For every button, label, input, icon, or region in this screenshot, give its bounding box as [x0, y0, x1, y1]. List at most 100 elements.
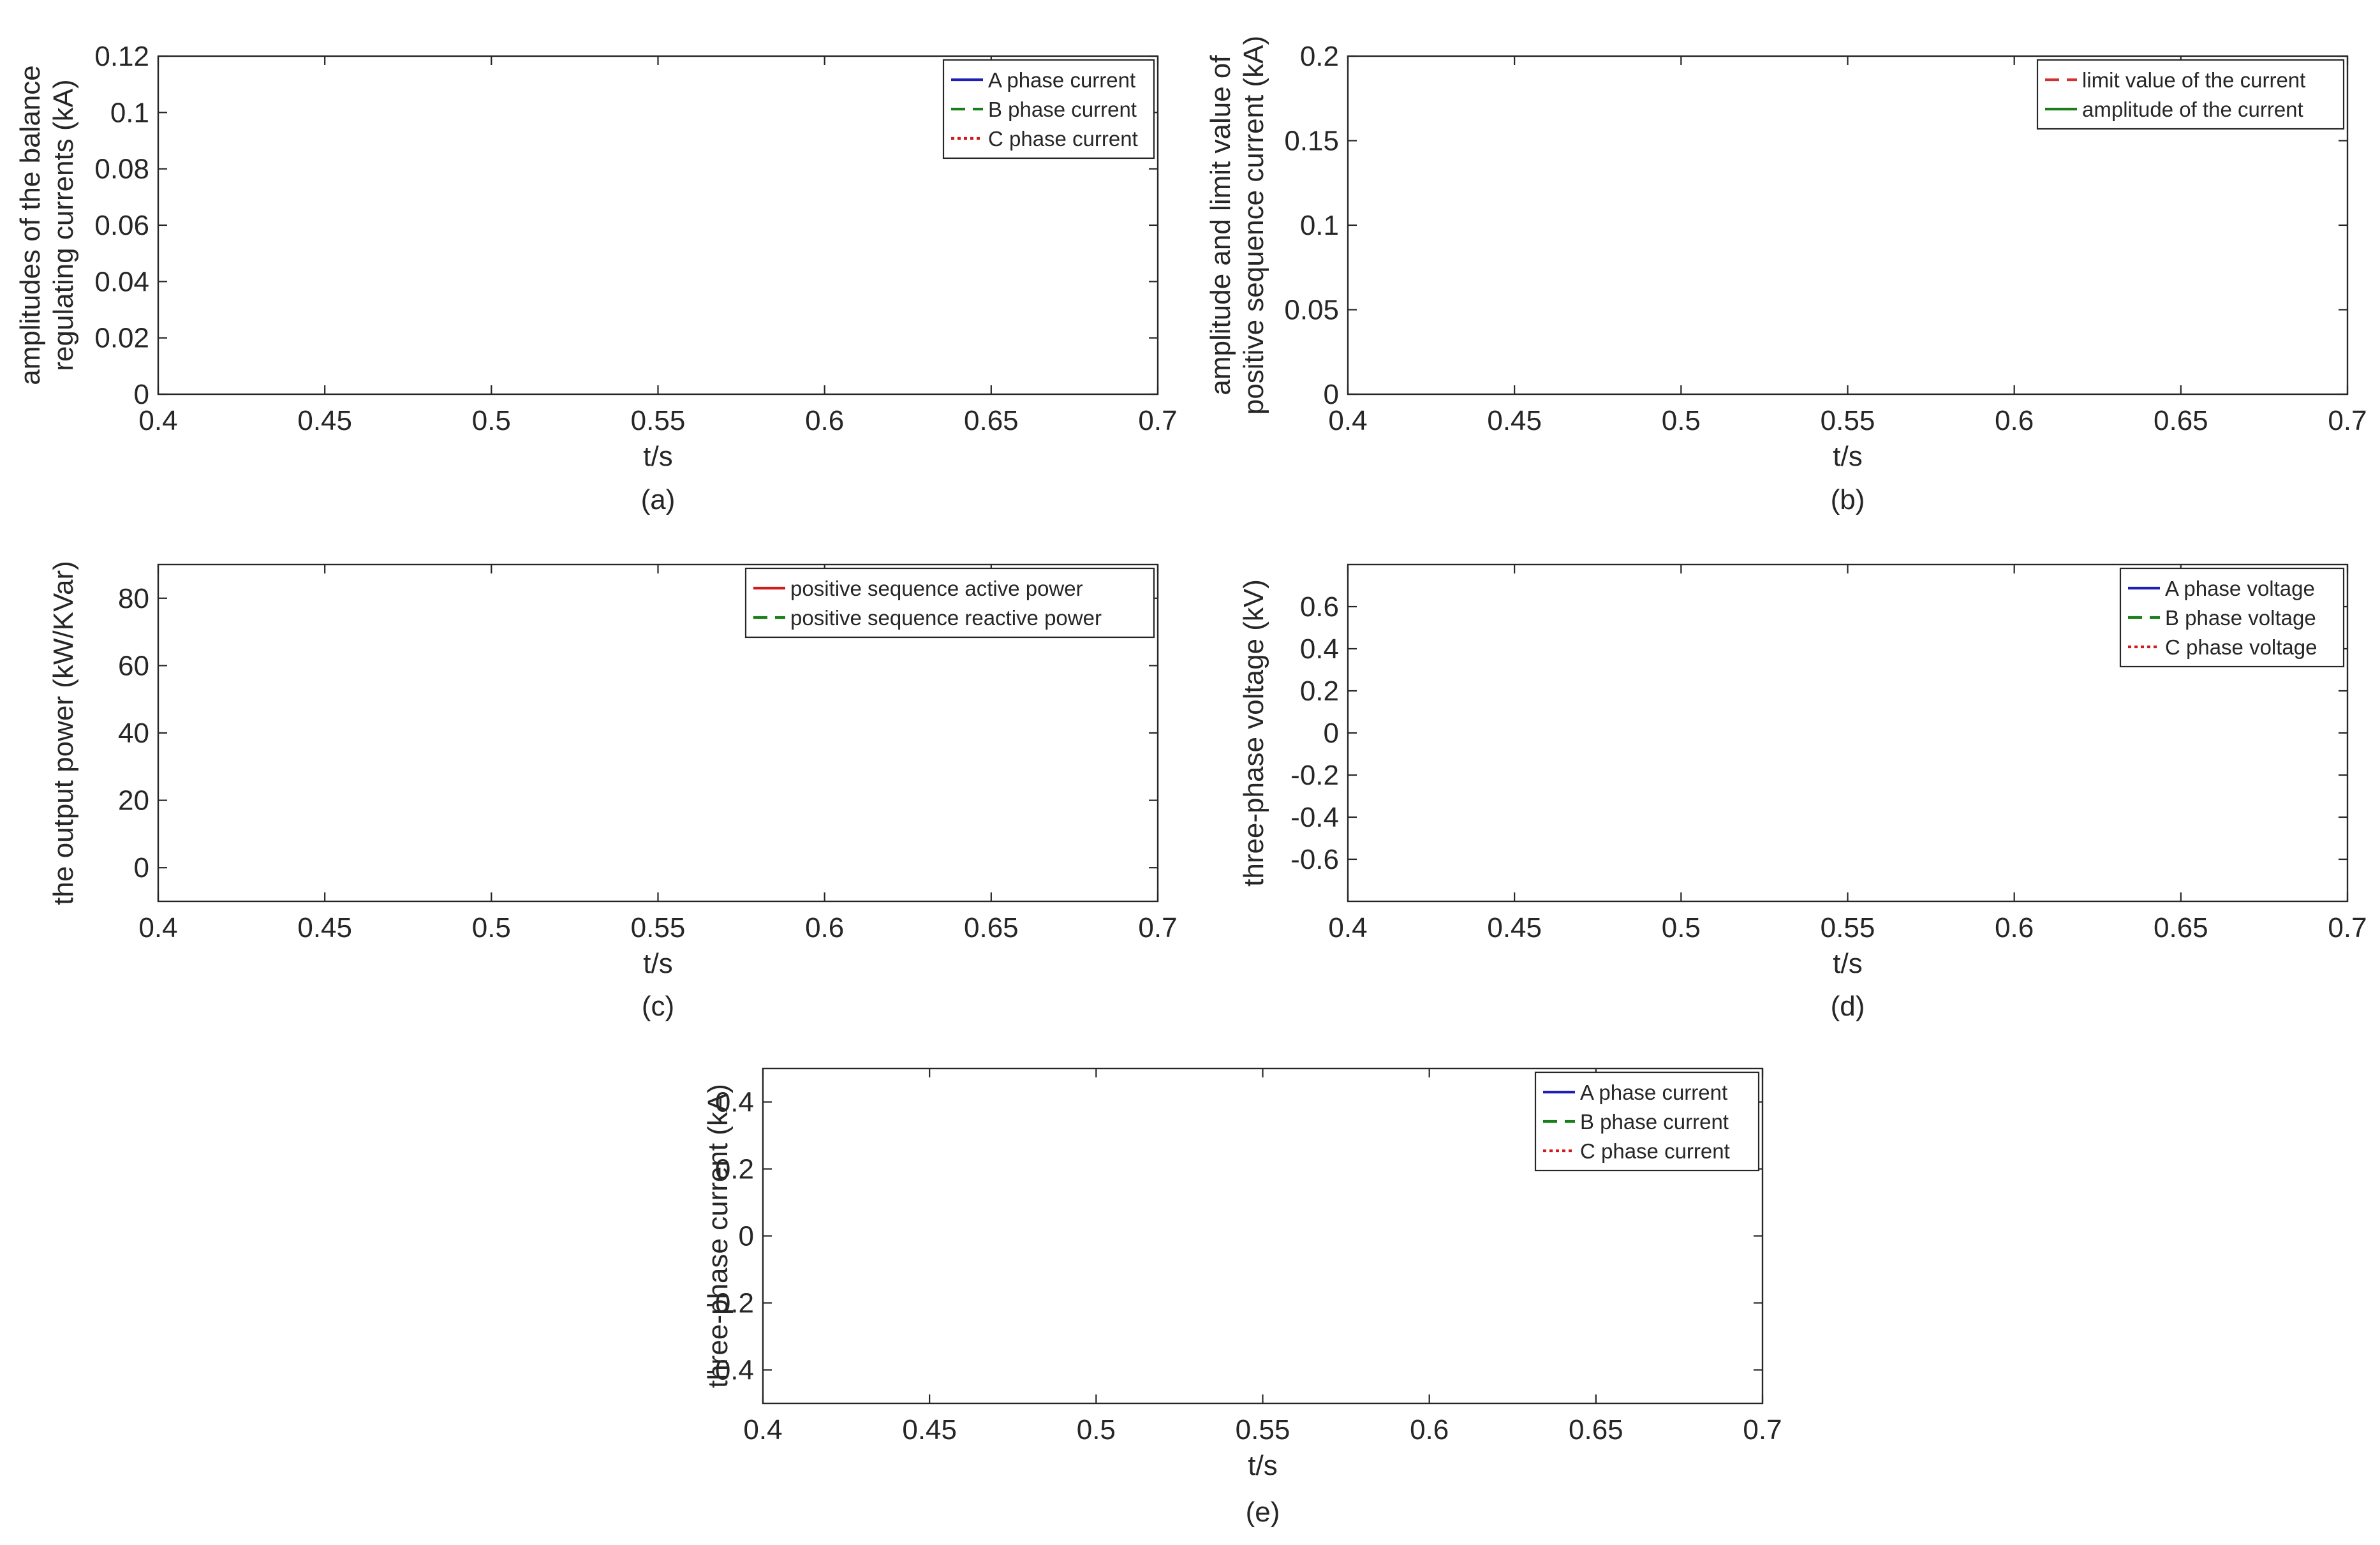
y-tick-label: 0: [134, 379, 149, 410]
x-tick-label: 0.4: [138, 405, 177, 436]
x-axis-label: t/s: [1248, 1450, 1277, 1481]
x-tick-label: 0.7: [1138, 912, 1177, 943]
y-tick-label: 0.6: [1300, 591, 1339, 623]
chart-a: 0.4 0.45 0.5 0.55 0.6 0.65 0.7 0 0.02 0.04 0.06 0.0…: [15, 41, 1178, 515]
y-axis-label: the output power (kW/KVar): [48, 561, 79, 905]
legend-entry: C phase current: [1580, 1139, 1730, 1163]
legend-entry: A phase voltage: [2165, 577, 2315, 600]
x-tick-label: 0.45: [1487, 912, 1542, 943]
x-tick-label: 0.65: [964, 405, 1019, 436]
x-tick-label: 0.4: [1328, 912, 1367, 943]
y-tick-label: 0.02: [94, 323, 149, 354]
y-tick-label: 0.2: [1300, 41, 1339, 72]
panel-caption: (e): [1246, 1497, 1280, 1528]
x-tick-label: 0.7: [1138, 405, 1177, 436]
x-tick-label: 0.65: [964, 912, 1019, 943]
x-tick-label: 0.65: [2154, 405, 2208, 436]
x-tick-label: 0.55: [631, 405, 686, 436]
legend-entry: B phase voltage: [2165, 606, 2316, 630]
x-tick-label: 0.45: [297, 912, 352, 943]
legend-entry: B phase current: [988, 98, 1137, 121]
y-tick-label: 60: [118, 650, 149, 681]
panel-caption: (c): [642, 991, 674, 1022]
x-tick-label: 0.7: [2328, 405, 2367, 436]
y-tick-label: -0.6: [1290, 844, 1339, 875]
x-axis-label: t/s: [643, 441, 672, 472]
y-axis-label: amplitude and limit value of: [1205, 55, 1236, 395]
y-tick-label: -0.2: [1290, 760, 1339, 791]
legend: A phase voltage B phase voltage C phase vo…: [2119, 567, 2345, 668]
x-tick-label: 0.55: [631, 912, 686, 943]
x-tick-label: 0.6: [805, 405, 844, 436]
y-tick-label: 0.05: [1284, 295, 1339, 326]
x-tick-label: 0.4: [138, 912, 177, 943]
y-tick-label: 0.4: [1300, 633, 1339, 665]
y-tick-label: 0: [739, 1221, 754, 1252]
legend-entry: positive sequence reactive power: [790, 606, 1102, 630]
legend-entry: amplitude of the current: [2082, 98, 2303, 121]
y-tick-label: -0.4: [706, 1355, 754, 1386]
y-tick-label: 0.08: [94, 154, 149, 185]
x-tick-label: 0.6: [805, 912, 844, 943]
y-tick-label: 0: [1324, 718, 1339, 749]
x-tick-label: 0.45: [902, 1414, 957, 1445]
x-axis-label: t/s: [643, 948, 672, 979]
x-tick-label: 0.4: [1328, 405, 1367, 436]
y-tick-label: 0.04: [94, 266, 149, 297]
x-tick-label: 0.5: [1662, 912, 1701, 943]
x-tick-label: 0.45: [297, 405, 352, 436]
x-tick-label: 0.45: [1487, 405, 1542, 436]
x-tick-label: 0.6: [1995, 405, 2034, 436]
y-axis-label: positive sequence current (kA): [1238, 36, 1269, 415]
x-tick-label: 0.4: [743, 1414, 782, 1445]
x-tick-label: 0.7: [1743, 1414, 1782, 1445]
legend-entry: A phase current: [1580, 1081, 1727, 1104]
chart-d: 0.4 0.45 0.5 0.55 0.6 0.65 0.7 -0.6 -0.4 -0.2 0 0.2…: [1238, 563, 2367, 1022]
legend-entry: A phase current: [988, 68, 1135, 92]
x-tick-label: 0.55: [1236, 1414, 1290, 1445]
x-tick-label: 0.5: [472, 405, 511, 436]
panel-caption: (b): [1831, 484, 1865, 515]
x-axis-label: t/s: [1833, 948, 1862, 979]
y-axis-label: regulating currents (kA): [48, 79, 79, 371]
panel-caption: (d): [1831, 991, 1865, 1022]
y-tick-label: 0.2: [1300, 676, 1339, 707]
legend-box: [2036, 59, 2345, 130]
legend-box: [744, 567, 1155, 639]
legend-entry: positive sequence active power: [790, 577, 1083, 600]
x-tick-label: 0.7: [2328, 912, 2367, 943]
y-tick-label: -0.4: [1290, 802, 1339, 833]
legend-entry: C phase voltage: [2165, 635, 2317, 659]
y-tick-label: 0: [134, 852, 149, 883]
chart-b: 0.4 0.45 0.5 0.55 0.6 0.65 0.7 0 0.05 0.1 0.15 0.2 t…: [1205, 36, 2367, 515]
y-tick-label: 0.1: [110, 97, 149, 128]
x-tick-label: 0.6: [1410, 1414, 1449, 1445]
y-tick-label: -0.2: [706, 1288, 754, 1319]
y-tick-label: 0.06: [94, 210, 149, 241]
legend-entry: C phase current: [988, 127, 1138, 151]
legend-entry: limit value of the current: [2082, 68, 2305, 92]
x-tick-label: 0.6: [1995, 912, 2034, 943]
y-tick-label: 0.15: [1284, 126, 1339, 157]
x-tick-label: 0.65: [1569, 1414, 1623, 1445]
x-tick-label: 0.55: [1821, 405, 1875, 436]
chart-e: 0.4 0.45 0.5 0.55 0.6 0.65 0.7-0.4-0.200.20.4t…: [702, 1067, 1782, 1528]
x-tick-label: 0.65: [2154, 912, 2208, 943]
legend: limit value of the current amplitude of t…: [2036, 59, 2345, 130]
x-tick-label: 0.5: [472, 912, 511, 943]
x-tick-label: 0.55: [1821, 912, 1875, 943]
legend: A phase current B phase current C phase cu…: [942, 59, 1155, 159]
legend-entry: B phase current: [1580, 1110, 1729, 1134]
x-tick-label: 0.5: [1662, 405, 1701, 436]
y-tick-label: 0.1: [1300, 210, 1339, 241]
x-tick-label: 0.5: [1077, 1414, 1116, 1445]
legend: positive sequence active power positive s…: [744, 567, 1155, 639]
y-axis-label: amplitudes of the balance: [15, 65, 46, 385]
y-tick-label: 0: [1324, 379, 1339, 410]
y-axis-label: three-phase current (kA): [702, 1084, 734, 1388]
y-tick-label: 0.12: [94, 41, 149, 72]
y-axis-label: three-phase voltage (kV): [1238, 579, 1269, 887]
y-tick-label: 40: [118, 718, 149, 749]
y-tick-label: 20: [118, 785, 149, 817]
